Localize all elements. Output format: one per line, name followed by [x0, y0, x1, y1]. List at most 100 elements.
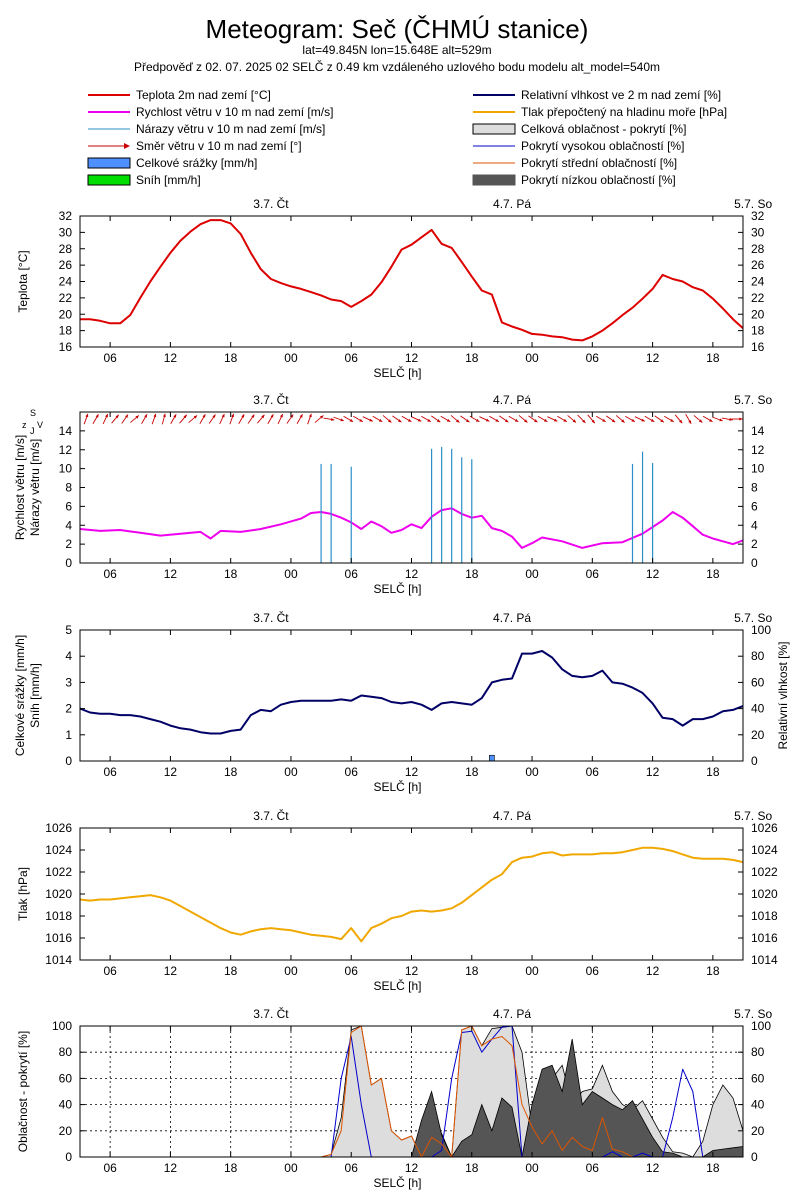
legend-label-cloud_low: Pokrytí nízkou oblačností [%]	[521, 173, 676, 187]
arrow-head	[183, 414, 187, 419]
y-tick-label: 2	[65, 702, 72, 716]
y-tick-label: 1020	[45, 887, 72, 901]
y-tick-label-right: 0	[751, 754, 758, 768]
arrow-head	[135, 415, 139, 419]
wind-direction-arrow	[333, 416, 344, 422]
y-tick-label-right: 60	[751, 1071, 765, 1085]
x-tick-label: 12	[405, 765, 419, 779]
arrow-head	[241, 414, 245, 418]
x-tick-label: 18	[224, 1161, 238, 1175]
wind-direction-arrow	[528, 415, 538, 423]
x-tick-label: 12	[164, 964, 178, 978]
x-tick-label: 06	[103, 351, 117, 365]
arrow-head	[729, 417, 733, 421]
legend-item-precip: Celkové srážky [mm/h]	[87, 156, 257, 170]
wind-direction-arrow	[199, 414, 206, 424]
arrow-head	[369, 418, 373, 422]
arrow-head	[602, 418, 606, 422]
legend-item-wind_dir: Směr větru v 10 m nad zemí [°]	[88, 139, 302, 153]
arrow-head	[340, 418, 344, 422]
forecast-info: Předpověď z 02. 07. 2025 02 SELČ z 0.49 …	[134, 59, 660, 74]
legend-label-pressure: Tlak přepočtený na hladinu moře [hPa]	[521, 105, 727, 119]
arrow-head	[739, 417, 743, 421]
arrow-head	[456, 419, 460, 423]
arrow-head	[709, 418, 713, 422]
wind-direction-arrow	[450, 415, 460, 423]
wind-direction-arrow	[372, 415, 383, 423]
arrow-head	[572, 419, 576, 423]
y-axis-label-right: Relativní vlhkost [%]	[776, 641, 790, 749]
y-tick-label-right: 0	[751, 556, 758, 570]
y-tick-label-right: 1014	[751, 953, 778, 967]
x-tick-label: 06	[103, 567, 117, 581]
y-tick-label: 8	[65, 481, 72, 495]
wind-direction-arrow	[644, 415, 655, 423]
arrow-head	[162, 413, 166, 418]
arrow-head	[331, 417, 335, 421]
legend-label-humidity: Relativní vlhkost ve 2 m nad zemí [%]	[521, 88, 721, 102]
y-tick-label-right: 0	[751, 1150, 758, 1164]
y-tick-label: 16	[59, 340, 73, 354]
x-tick-label: 06	[345, 1161, 359, 1175]
x-axis-label: SELČ [h]	[373, 581, 421, 596]
wind-direction-arrow	[247, 414, 255, 424]
wind-direction-arrow	[208, 414, 216, 424]
day-label: 3.7. Čt	[253, 808, 289, 823]
wind-direction-arrow	[615, 415, 625, 423]
arrow-head	[105, 414, 108, 418]
x-tick-label: 00	[525, 1161, 539, 1175]
y-tick-label: 24	[59, 275, 73, 289]
y-tick-label: 1016	[45, 931, 72, 945]
panel-frame	[79, 629, 744, 762]
arrow-head	[85, 413, 89, 418]
arrow-head	[650, 418, 655, 422]
arrow-head	[349, 418, 354, 422]
legend-label-cloud_mid: Pokrytí střední oblačností [%]	[521, 156, 677, 170]
wind-direction-arrow	[674, 414, 683, 424]
y-tick-label: 4	[65, 518, 72, 532]
x-axis-label: SELČ [h]	[373, 779, 421, 794]
y-tick-label-right: 16	[751, 340, 765, 354]
y-tick-label-right: 12	[751, 443, 765, 457]
arrow-head	[193, 415, 198, 419]
y-tick-label-right: 1020	[751, 887, 778, 901]
arrow-head	[563, 418, 567, 422]
x-tick-label: 06	[103, 964, 117, 978]
arrow-head	[279, 414, 283, 418]
wind-direction-arrow	[382, 415, 392, 423]
y-tick-label-right: 1022	[751, 865, 778, 879]
series-pressure	[80, 846, 743, 943]
x-tick-label: 18	[224, 351, 238, 365]
x-tick-label: 12	[405, 1161, 419, 1175]
x-tick-label: 00	[525, 765, 539, 779]
legend-arrowhead	[124, 143, 130, 149]
x-tick-label: 00	[284, 567, 298, 581]
arrow-head	[290, 414, 294, 418]
legend-label-cloud_high: Pokrytí vysokou oblačností [%]	[521, 139, 684, 153]
y-tick-label-right: 28	[751, 242, 765, 256]
x-tick-label: 12	[646, 567, 660, 581]
arrow-head	[144, 414, 147, 418]
series-cloud_low	[80, 1039, 743, 1157]
legend-label-wind_speed: Rychlost větru v 10 m nad zemí [m/s]	[136, 105, 333, 119]
wind-direction-arrow	[518, 415, 528, 423]
wind-direction-arrow	[685, 414, 692, 424]
direction-label-z: z	[22, 420, 27, 430]
day-label: 5.7. So	[734, 1007, 772, 1021]
y-tick-label: 32	[59, 209, 73, 223]
day-label: 3.7. Čt	[253, 1006, 289, 1021]
y-tick-label-right: 100	[751, 623, 771, 637]
x-tick-label: 18	[224, 765, 238, 779]
plot-area-temperature	[80, 219, 743, 342]
arrow-head	[660, 419, 664, 423]
day-label: 5.7. So	[734, 611, 772, 625]
x-tick-label: 00	[525, 351, 539, 365]
arrow-head	[495, 418, 499, 422]
arrow-head	[446, 418, 451, 422]
arrow-head	[378, 418, 383, 422]
wind-direction-arrow	[92, 414, 99, 424]
wind-direction-arrow	[547, 416, 558, 422]
